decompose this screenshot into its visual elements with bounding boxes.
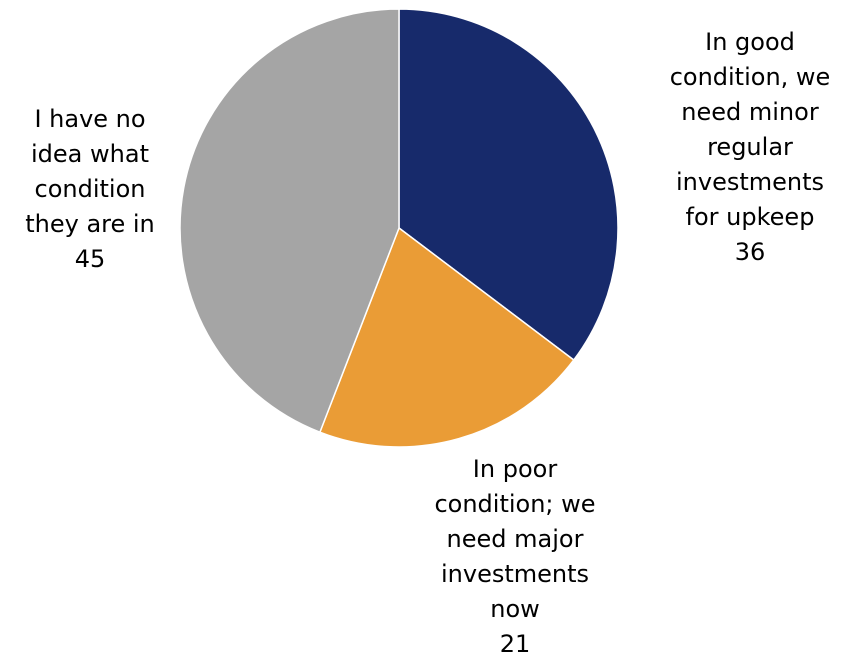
slice-label-line: condition [34,175,146,203]
slice-label-poor-condition: In poor condition; we need major investment… [405,452,625,662]
slice-label-line: condition; we [434,490,596,518]
slice-label-no-idea-text: I have no idea what condition they are in [0,102,180,242]
slice-label-line: In good [705,28,795,56]
slice-label-line: now [490,595,540,623]
slice-label-line: investments [440,560,590,588]
slice-value-no-idea: 45 [74,245,106,273]
slice-label-line: condition, we [669,63,831,91]
slice-label-line: need major [446,525,584,553]
pie-slice-1 [318,226,575,448]
slice-label-good-condition-text: In good condition, we need minor regular inv… [640,25,850,235]
slice-label-line: they are in [25,210,155,238]
slice-label-line: investments [675,168,825,196]
slice-label-line: I have no [34,105,146,133]
slice-label-line: need minor [681,98,819,126]
pie-slices [179,8,619,448]
slice-label-line: regular [707,133,793,161]
slice-label-good-condition: In good condition, we need minor regular inv… [640,25,850,270]
slice-label-line: idea what [31,140,149,168]
slice-value-poor-condition: 21 [499,630,531,658]
slice-label-line: for upkeep [685,203,815,231]
slice-label-no-idea: I have no idea what condition they are in 4… [0,102,180,277]
slice-label-poor-condition-text: In poor condition; we need major investment… [405,452,625,627]
pie-slice-0 [398,8,619,362]
slice-value-good-condition: 36 [734,238,766,266]
slice-label-line: In poor [472,455,558,483]
pie-slice-2 [179,8,400,434]
